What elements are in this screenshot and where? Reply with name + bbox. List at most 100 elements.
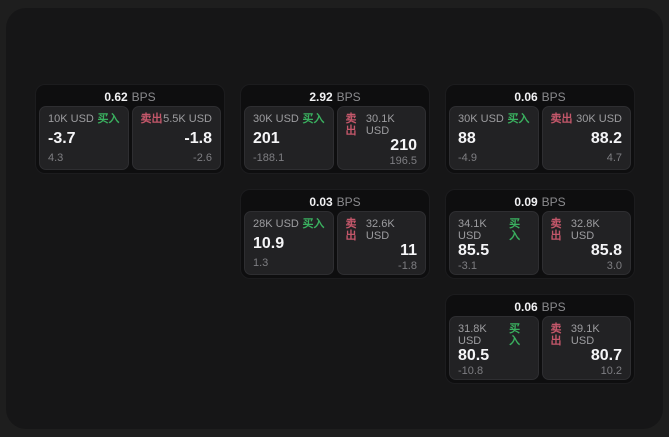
buy-price: 85.5 <box>458 242 490 259</box>
bps-value: 0.06 <box>514 300 538 314</box>
buy-tile[interactable]: 30K USD 买入 88 -4.9 <box>449 106 539 170</box>
sell-side-label: 卖出 <box>345 218 357 242</box>
buy-size: 30K USD <box>253 113 299 125</box>
quote-card: 0.03 BPS 28K USD 买入 10.9 1.3 卖出 32.6K US… <box>240 189 430 279</box>
sell-tile-header: 卖出 39.1K USD <box>551 323 623 347</box>
sell-tile[interactable]: 卖出 5.5K USD -1.8 -2.6 <box>131 106 221 170</box>
sell-price: 88.2 <box>590 129 622 147</box>
buy-tile-header: 10K USD 买入 <box>48 113 120 125</box>
bps-value: 2.92 <box>309 90 333 104</box>
bps-value: 0.06 <box>514 90 538 104</box>
sell-tile[interactable]: 卖出 30K USD 88.2 4.7 <box>541 106 631 170</box>
card-header: 0.09 BPS <box>449 193 631 211</box>
buy-tile-header: 28K USD 买入 <box>253 218 325 230</box>
buy-side-label: 买入 <box>97 113 120 125</box>
sell-price: -1.8 <box>184 129 212 147</box>
buy-delta: -188.1 <box>253 152 285 164</box>
buy-size: 28K USD <box>253 218 299 230</box>
sell-tile[interactable]: 卖出 39.1K USD 80.7 10.2 <box>541 316 631 380</box>
buy-delta: -10.8 <box>458 365 484 377</box>
sell-side-label: 卖出 <box>550 218 562 242</box>
buy-tile-header: 31.8K USD 买入 <box>458 323 530 347</box>
sell-tile[interactable]: 卖出 32.6K USD 11 -1.8 <box>336 211 426 275</box>
buy-tile[interactable]: 31.8K USD 买入 80.5 -10.8 <box>449 316 539 380</box>
sell-tile[interactable]: 卖出 30.1K USD 210 196.5 <box>336 106 426 170</box>
buy-price: -3.7 <box>48 129 76 147</box>
buy-size: 30K USD <box>458 113 504 125</box>
quote-tiles: 34.1K USD 买入 85.5 -3.1 卖出 32.8K USD 85.8… <box>449 211 631 275</box>
quote-tiles: 30K USD 买入 201 -188.1 卖出 30.1K USD 210 1… <box>244 106 426 170</box>
sell-size: 32.8K USD <box>570 218 600 242</box>
buy-tile-header: 30K USD 买入 <box>458 113 530 125</box>
sell-tile-header: 卖出 32.8K USD <box>551 218 623 242</box>
buy-side-label: 买入 <box>507 113 530 125</box>
buy-price: 80.5 <box>458 347 490 364</box>
bps-unit-label: BPS <box>541 195 566 209</box>
sell-size: 5.5K USD <box>163 113 212 125</box>
bps-value: 0.03 <box>309 195 333 209</box>
buy-price: 88 <box>458 129 476 147</box>
quote-card: 0.06 BPS 31.8K USD 买入 80.5 -10.8 卖出 39.1… <box>445 294 635 384</box>
buy-size: 31.8K USD <box>458 323 487 347</box>
buy-tile-header: 34.1K USD 买入 <box>458 218 530 242</box>
buy-side-label: 买入 <box>302 113 325 125</box>
quote-card: 0.06 BPS 30K USD 买入 88 -4.9 卖出 30K USD 8… <box>445 84 635 174</box>
buy-price: 10.9 <box>253 234 285 252</box>
quote-tiles: 31.8K USD 买入 80.5 -10.8 卖出 39.1K USD 80.… <box>449 316 631 380</box>
sell-delta: 196.5 <box>389 155 417 167</box>
bps-unit-label: BPS <box>541 90 566 104</box>
buy-side-label: 买入 <box>509 218 521 242</box>
buy-size: 34.1K USD <box>458 218 487 242</box>
bps-unit-label: BPS <box>541 300 566 314</box>
buy-tile[interactable]: 34.1K USD 买入 85.5 -3.1 <box>449 211 539 275</box>
sell-size: 30K USD <box>576 113 622 125</box>
buy-tile[interactable]: 10K USD 买入 -3.7 4.3 <box>39 106 129 170</box>
buy-side-label: 买入 <box>509 323 521 347</box>
quote-tiles: 30K USD 买入 88 -4.9 卖出 30K USD 88.2 4.7 <box>449 106 631 170</box>
sell-delta: 4.7 <box>606 152 622 164</box>
sell-side-label: 卖出 <box>140 113 163 125</box>
card-header: 0.06 BPS <box>449 88 631 106</box>
buy-delta: 4.3 <box>48 152 64 164</box>
bps-unit-label: BPS <box>336 90 361 104</box>
bps-value: 0.62 <box>104 90 128 104</box>
sell-side-label: 卖出 <box>550 323 562 347</box>
sell-tile-header: 卖出 30K USD <box>551 113 623 125</box>
card-header: 0.03 BPS <box>244 193 426 211</box>
bps-unit-label: BPS <box>336 195 361 209</box>
sell-tile-header: 卖出 5.5K USD <box>141 113 213 125</box>
buy-side-label: 买入 <box>302 218 325 230</box>
buy-price: 201 <box>253 129 280 147</box>
sell-delta: 3.0 <box>606 260 622 272</box>
sell-side-label: 卖出 <box>345 113 357 137</box>
sell-tile-header: 卖出 30.1K USD <box>346 113 418 137</box>
buy-delta: -4.9 <box>458 152 477 164</box>
sell-tile[interactable]: 卖出 32.8K USD 85.8 3.0 <box>541 211 631 275</box>
bps-value: 0.09 <box>514 195 538 209</box>
sell-delta: 10.2 <box>600 365 622 377</box>
sell-price: 80.7 <box>590 347 622 364</box>
buy-delta: 1.3 <box>253 257 269 269</box>
sell-tile-header: 卖出 32.6K USD <box>346 218 418 242</box>
quote-card: 0.09 BPS 34.1K USD 买入 85.5 -3.1 卖出 32.8K… <box>445 189 635 279</box>
buy-tile[interactable]: 28K USD 买入 10.9 1.3 <box>244 211 334 275</box>
sell-side-label: 卖出 <box>550 113 573 125</box>
quote-card: 2.92 BPS 30K USD 买入 201 -188.1 卖出 30.1K … <box>240 84 430 174</box>
sell-size: 30.1K USD <box>365 113 395 137</box>
bps-unit-label: BPS <box>131 90 156 104</box>
card-header: 0.06 BPS <box>449 298 631 316</box>
buy-tile[interactable]: 30K USD 买入 201 -188.1 <box>244 106 334 170</box>
content-panel: 0.62 BPS 10K USD 买入 -3.7 4.3 卖出 5.5K USD… <box>6 8 663 429</box>
sell-size: 32.6K USD <box>365 218 395 242</box>
quote-tiles: 28K USD 买入 10.9 1.3 卖出 32.6K USD 11 -1.8 <box>244 211 426 275</box>
buy-delta: -3.1 <box>458 260 477 272</box>
sell-delta: -1.8 <box>398 260 417 272</box>
sell-price: 85.8 <box>590 242 622 259</box>
sell-size: 39.1K USD <box>570 323 600 347</box>
buy-tile-header: 30K USD 买入 <box>253 113 325 125</box>
sell-delta: -2.6 <box>193 152 212 164</box>
card-header: 2.92 BPS <box>244 88 426 106</box>
quote-card: 0.62 BPS 10K USD 买入 -3.7 4.3 卖出 5.5K USD… <box>35 84 225 174</box>
card-header: 0.62 BPS <box>39 88 221 106</box>
